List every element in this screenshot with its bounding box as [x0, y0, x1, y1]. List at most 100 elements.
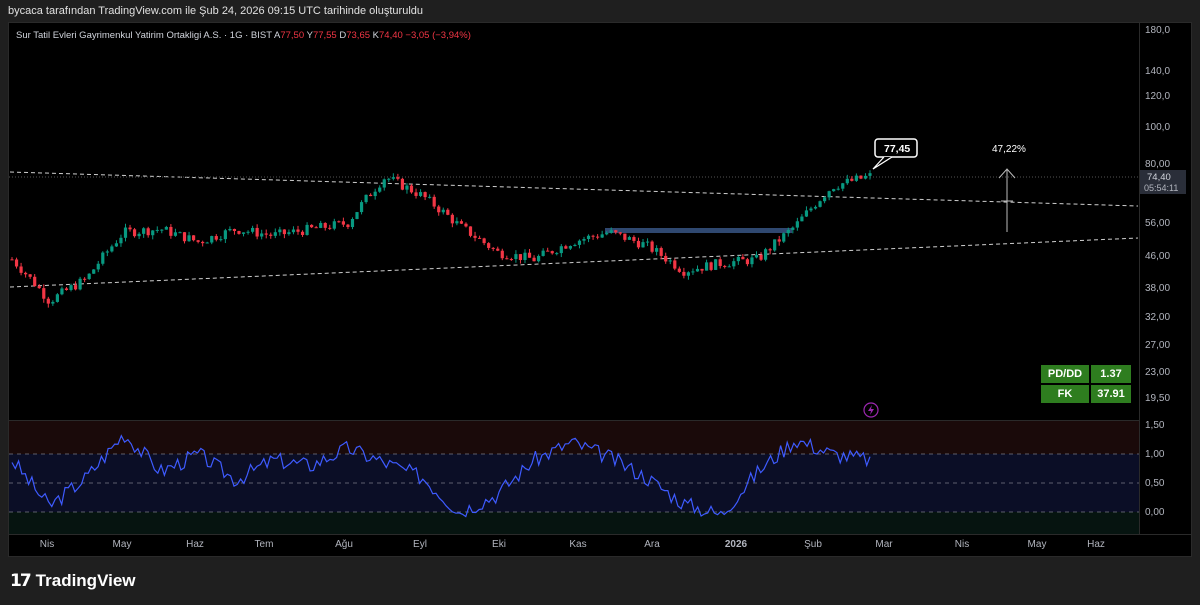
candle: [337, 221, 341, 223]
candle: [577, 240, 582, 245]
candle: [328, 227, 332, 229]
price-tick-label: 100,0: [1145, 122, 1170, 133]
candle: [46, 298, 50, 304]
candle: [173, 232, 178, 236]
fundamental-row: FK 37.91: [1041, 385, 1131, 403]
change-value: −3,05 (−3,94%): [405, 30, 471, 41]
candle: [346, 224, 350, 228]
candle: [400, 178, 405, 190]
pddd-label: PD/DD: [1041, 365, 1089, 383]
candle: [246, 231, 250, 233]
upper-trendline[interactable]: [9, 171, 1139, 207]
candle: [128, 227, 132, 230]
time-tick-label: Mar: [875, 539, 893, 550]
candle: [723, 265, 727, 267]
candle: [459, 221, 464, 224]
candle: [314, 227, 318, 229]
candle: [378, 187, 382, 192]
attribution-bar: bycaca tarafından TradingView.com ile Şu…: [0, 0, 1200, 22]
candle: [668, 260, 672, 262]
candle: [114, 243, 119, 247]
candle: [83, 278, 87, 280]
candle: [251, 227, 255, 232]
candle: [659, 248, 663, 256]
candle: [745, 259, 750, 265]
candle: [809, 208, 813, 211]
price-tick-label: 27,00: [1145, 340, 1170, 351]
candle: [409, 185, 414, 193]
candle: [391, 177, 395, 179]
candle: [473, 235, 477, 238]
candle: [119, 237, 123, 244]
candle: [505, 258, 509, 260]
candle: [591, 235, 595, 237]
candle: [868, 173, 872, 176]
close-value: 74,40: [379, 30, 403, 41]
time-tick-label: Nis: [40, 539, 54, 550]
candle: [287, 232, 291, 235]
candle: [155, 229, 159, 231]
candle: [850, 178, 854, 181]
arrow-head-icon: [998, 168, 1016, 179]
symbol-legend[interactable]: Sur Tatil Evleri Gayrimenkul Yatirim Ort…: [16, 30, 471, 41]
last-price-label: 74,40 05:54:11: [1140, 170, 1186, 194]
price-tick-label: 180,0: [1145, 25, 1170, 36]
candle: [405, 185, 409, 190]
candle: [609, 230, 613, 233]
candle: [836, 188, 840, 190]
lightning-icon[interactable]: [863, 402, 879, 418]
candle: [350, 218, 355, 228]
candle: [428, 196, 432, 198]
candle: [759, 254, 763, 260]
candle: [55, 294, 59, 302]
tv-logo-text: TradingView: [35, 571, 136, 590]
candle: [441, 209, 445, 213]
candle: [500, 250, 504, 259]
candle: [605, 232, 609, 235]
candle: [191, 235, 196, 241]
candle: [573, 244, 577, 247]
candle: [537, 255, 541, 262]
resistance-zone[interactable]: [605, 228, 792, 233]
candle: [559, 246, 563, 254]
candle: [736, 256, 740, 262]
candle: [123, 227, 128, 238]
open-label: A: [274, 30, 281, 41]
oscillator-upper-zone: [9, 421, 1139, 454]
candle: [51, 301, 55, 304]
candle: [355, 212, 359, 219]
price-axis[interactable]: 180,0 140,0 120,0 100,0 80,00 56,00 46,00 38,00…: [1145, 25, 1170, 404]
price-callout[interactable]: 77,45: [872, 138, 918, 170]
candle: [291, 229, 296, 233]
candle: [73, 285, 78, 290]
candle: [582, 239, 586, 241]
time-tick-label: Nis: [955, 539, 969, 550]
candle: [691, 271, 695, 273]
candle: [464, 223, 468, 227]
candle: [359, 202, 364, 213]
candle: [768, 249, 772, 251]
tradingview-logo[interactable]: 17 TradingView: [10, 570, 136, 592]
candle: [364, 194, 368, 203]
candles[interactable]: [10, 170, 872, 308]
time-tick-label: Şub: [804, 539, 822, 550]
candle: [782, 233, 786, 242]
last-price-value: 74,40: [1147, 172, 1171, 183]
candle: [219, 239, 223, 241]
candle: [777, 239, 781, 242]
candle: [586, 235, 591, 240]
candle: [296, 229, 300, 232]
time-axis[interactable]: Nis May Haz Tem Ağu Eyl Eki Kas Ara 2026 Şub Mar Nis…: [40, 539, 1105, 550]
candle: [786, 229, 790, 234]
price-tick-label: 140,0: [1145, 66, 1170, 77]
lower-trendline[interactable]: [9, 237, 1139, 288]
candle: [704, 262, 709, 271]
oscillator-axis[interactable]: 1,50 1,00 0,50 0,00: [1145, 420, 1165, 518]
candle: [614, 230, 618, 233]
candle: [641, 242, 645, 248]
candle: [146, 228, 150, 236]
candle: [823, 197, 827, 202]
oscillator-line[interactable]: [11, 434, 871, 518]
candle: [305, 224, 309, 235]
